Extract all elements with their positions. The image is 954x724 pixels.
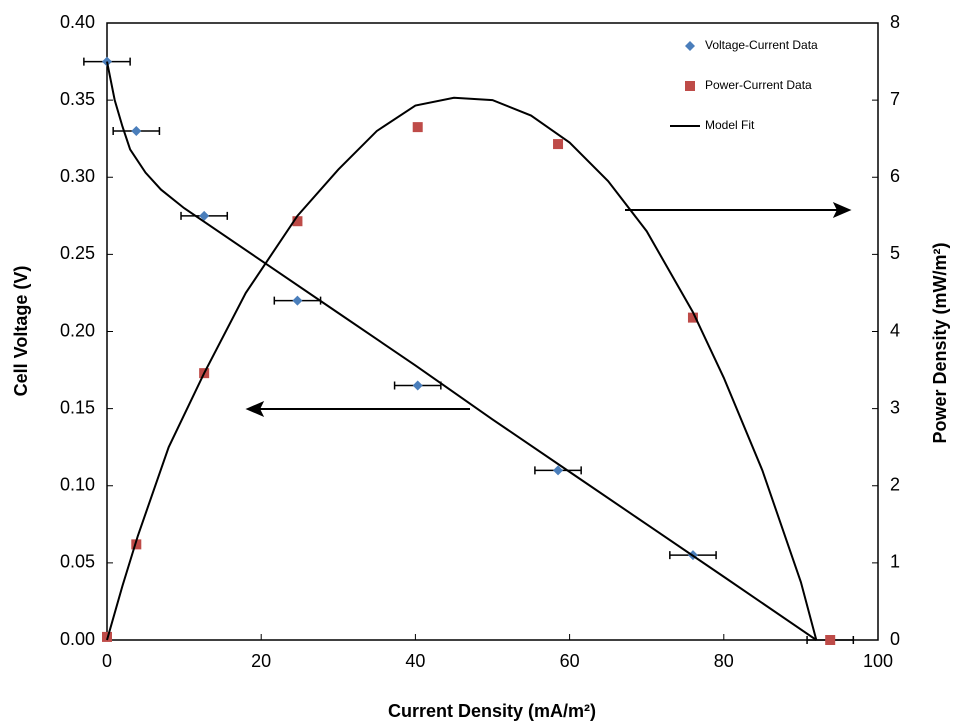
arrow-head — [245, 401, 265, 417]
y-tick-label: 0.20 — [60, 320, 95, 340]
data-point — [825, 635, 836, 645]
y2-tick-label: 6 — [890, 166, 900, 186]
data-point — [553, 465, 564, 476]
fit-line — [106, 96, 818, 641]
legend-marker — [685, 81, 695, 91]
y2-tick-label: 4 — [890, 320, 900, 340]
y2-tick-label: 0 — [890, 629, 900, 649]
y2-tick-label: 3 — [890, 397, 900, 417]
y-tick-label: 0.10 — [60, 475, 95, 495]
annotation-arrows — [245, 202, 852, 417]
legend-marker — [685, 41, 695, 51]
arrow-head — [832, 202, 852, 218]
x-tick-label: 100 — [863, 651, 893, 671]
data-point — [412, 380, 423, 391]
x-tick-label: 60 — [560, 651, 580, 671]
x-tick-label: 80 — [714, 651, 734, 671]
data-point — [412, 122, 423, 133]
data-point — [131, 125, 142, 136]
y2-tick-label: 7 — [890, 89, 900, 109]
data-point — [687, 312, 698, 323]
y2-tick-label: 5 — [890, 243, 900, 263]
legend-text: Model Fit — [705, 118, 755, 132]
y-tick-label: 0.05 — [60, 552, 95, 572]
y-tick-label: 0.40 — [60, 12, 95, 32]
fit-line — [106, 61, 817, 641]
x-tick-label: 0 — [102, 651, 112, 671]
y2-tick-label: 2 — [890, 475, 900, 495]
y2-tick-label: 1 — [890, 552, 900, 572]
x-tick-label: 20 — [251, 651, 271, 671]
legend-text: Voltage-Current Data — [705, 38, 818, 52]
y-tick-label: 0.00 — [60, 629, 95, 649]
y-axis-title: Cell Voltage (V) — [11, 266, 31, 397]
y2-tick-label: 8 — [890, 12, 900, 32]
y-tick-label: 0.25 — [60, 243, 95, 263]
data-point — [553, 139, 564, 150]
data-point — [292, 216, 303, 227]
data-point — [199, 210, 210, 221]
x-tick-label: 40 — [405, 651, 425, 671]
plot-frame — [106, 22, 879, 641]
y-tick-label: 0.35 — [60, 89, 95, 109]
data-point — [131, 539, 142, 550]
y-tick-label: 0.30 — [60, 166, 95, 186]
data-point — [292, 295, 303, 306]
y2-axis-title: Power Density (mW/m²) — [930, 242, 950, 443]
legend-text: Power-Current Data — [705, 78, 812, 92]
x-axis-title: Current Density (mA/m²) — [388, 701, 596, 721]
y-tick-label: 0.15 — [60, 397, 95, 417]
